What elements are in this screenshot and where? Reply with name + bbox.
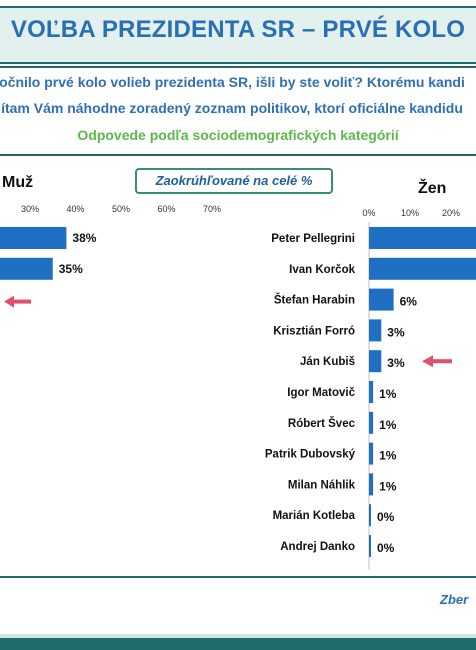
divider xyxy=(0,576,476,578)
divider xyxy=(0,154,476,156)
rounding-note: Zaokrúhľované na celé % xyxy=(135,168,333,194)
x-tick-label: 40% xyxy=(66,204,84,214)
bottom-band xyxy=(0,634,476,638)
category-label: Ivan Korčok xyxy=(289,264,355,276)
page-title: VOĽBA PREZIDENTA SR – PRVÉ KOLO xyxy=(10,16,466,43)
bar-women xyxy=(369,227,476,249)
data-label-men: 38% xyxy=(72,231,96,245)
category-label: Milan Náhlik xyxy=(288,479,356,491)
data-label-women: 0% xyxy=(377,510,395,524)
arrow-indicator xyxy=(4,295,14,308)
data-label-women: 1% xyxy=(379,387,397,401)
category-label: Ján Kubiš xyxy=(300,356,355,368)
x-tick-label: 10% xyxy=(401,208,419,218)
bottom-band xyxy=(0,638,476,650)
title-bar xyxy=(0,6,476,64)
x-tick-label: 0% xyxy=(362,208,375,218)
bar-women xyxy=(369,381,374,403)
data-label-women: 1% xyxy=(379,449,397,463)
arrow-indicator xyxy=(432,359,452,364)
data-label-women: 0% xyxy=(377,541,395,555)
chart-area: 30% 40% 50% 60% 70% 38% 35% 0% 10% 20% Peter Pelle… xyxy=(0,204,476,570)
category-label: Peter Pellegrini xyxy=(271,233,355,245)
bar-women xyxy=(369,257,476,280)
category-label: Štefan Harabin xyxy=(274,294,355,307)
x-tick-label: 50% xyxy=(112,204,130,214)
bar-men xyxy=(0,227,67,249)
bar-women xyxy=(369,411,374,434)
bar-women xyxy=(369,535,371,557)
data-label-women: 6% xyxy=(400,295,418,309)
bar-women xyxy=(369,473,374,496)
bar-women xyxy=(369,319,382,342)
data-label-women: 1% xyxy=(379,479,397,493)
category-label: Patrik Dubovský xyxy=(265,449,356,461)
data-label-women: 3% xyxy=(387,325,405,339)
arrow-indicator xyxy=(13,299,31,304)
chart-subtitle: Odpovede podľa sociodemografických kateg… xyxy=(77,127,399,143)
data-label-women: 1% xyxy=(379,418,397,432)
divider xyxy=(0,66,476,68)
bar-women xyxy=(369,350,382,373)
data-label-men: 35% xyxy=(59,262,83,276)
question-line-1: očnilo prvé kolo volieb prezidenta SR, i… xyxy=(0,74,465,90)
category-label: Krisztián Forró xyxy=(273,325,355,337)
data-label-women: 3% xyxy=(387,356,405,370)
category-label: Róbert Švec xyxy=(288,417,356,430)
x-tick-label: 20% xyxy=(442,208,460,218)
category-label: Igor Matovič xyxy=(287,387,355,399)
bar-women xyxy=(369,288,394,311)
x-tick-label: 60% xyxy=(157,204,175,214)
bar-men xyxy=(0,257,53,280)
category-label: Andrej Danko xyxy=(280,541,355,553)
panel-label-men: Muž xyxy=(2,174,34,191)
arrow-indicator xyxy=(422,355,433,368)
category-label: Marián Kotleba xyxy=(273,510,356,522)
bar-women xyxy=(369,504,371,527)
panel-label-women: Žen xyxy=(418,180,447,197)
bar-women xyxy=(369,442,374,465)
x-tick-label: 70% xyxy=(203,204,221,214)
question-line-2: ítam Vám náhodne zoradený zoznam politik… xyxy=(1,100,463,116)
footer-source: Zber xyxy=(440,592,469,607)
x-tick-label: 30% xyxy=(21,204,39,214)
